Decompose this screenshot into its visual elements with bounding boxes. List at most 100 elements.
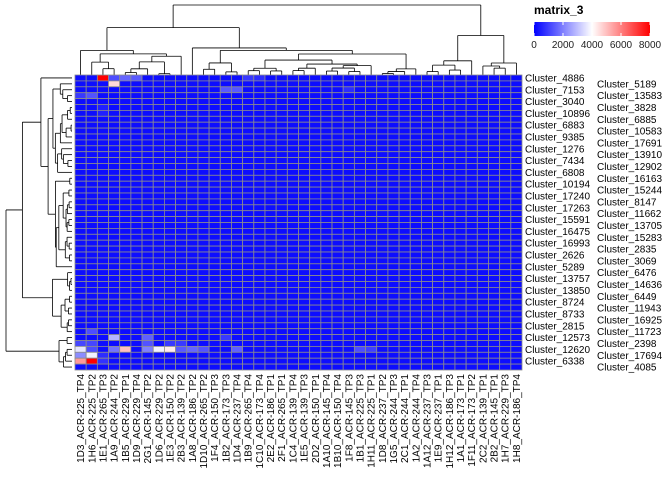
heatmap-cell <box>421 80 433 88</box>
heatmap-cell <box>331 233 344 241</box>
heatmap-cell <box>130 157 143 164</box>
heatmap-cell <box>74 145 87 153</box>
heatmap-cell <box>208 104 221 111</box>
heatmap-cell <box>376 186 389 194</box>
heatmap-cell <box>320 328 333 336</box>
heatmap-cell <box>488 227 501 235</box>
heatmap-cell <box>454 286 467 294</box>
heatmap-cell <box>242 357 255 365</box>
heatmap-cell <box>510 127 523 135</box>
heatmap-cell <box>253 310 266 318</box>
heatmap-cell <box>208 222 221 229</box>
heatmap-cell <box>74 110 87 117</box>
heatmap-cell <box>298 263 311 271</box>
heatmap-cell <box>409 110 422 117</box>
row-label: Cluster_7153 <box>525 85 585 96</box>
heatmap-cell <box>286 168 299 176</box>
heatmap-cell <box>409 210 422 217</box>
heatmap-cell <box>163 257 176 265</box>
heatmap-cell <box>163 222 176 229</box>
heatmap-cell <box>443 121 456 129</box>
heatmap-cell <box>74 263 87 271</box>
heatmap-cell <box>342 121 355 129</box>
heatmap-cell <box>152 251 165 259</box>
heatmap-cell <box>163 239 176 247</box>
heatmap-cell <box>286 204 299 212</box>
heatmap-cell <box>96 227 109 235</box>
heatmap-cell <box>96 180 109 188</box>
heatmap-cell <box>85 281 98 288</box>
heatmap-cell <box>331 322 344 330</box>
heatmap-cell <box>309 334 322 341</box>
heatmap-cell <box>163 251 176 259</box>
heatmap-cell <box>197 334 210 341</box>
heatmap-cell <box>398 345 411 353</box>
heatmap-cell <box>286 115 299 123</box>
heatmap-cell <box>253 281 266 288</box>
heatmap-cell <box>197 316 210 324</box>
heatmap-cell <box>152 316 165 324</box>
heatmap-cell <box>432 157 445 164</box>
heatmap-cell <box>231 157 244 164</box>
heatmap-cell <box>231 216 244 223</box>
heatmap-cell <box>152 286 165 294</box>
row-label: Cluster_7434 <box>525 156 585 167</box>
heatmap-cell <box>499 357 512 365</box>
heatmap-cell <box>163 334 176 341</box>
heatmap-cell <box>488 304 501 312</box>
column-label: 2C1_ACR-244_TP1 <box>400 374 411 463</box>
heatmap-cell <box>108 340 121 347</box>
heatmap-cell <box>130 98 143 105</box>
heatmap-cell <box>499 269 512 277</box>
heatmap-cell <box>454 328 467 336</box>
heatmap-cell <box>298 233 311 241</box>
heatmap-cell <box>320 127 333 135</box>
heatmap-cell <box>275 351 288 359</box>
heatmap-cell <box>476 328 489 336</box>
heatmap-cell <box>197 210 210 217</box>
legend-tick-label: 8000 <box>639 40 662 51</box>
heatmap-cell <box>264 210 277 217</box>
heatmap-cell <box>85 198 98 206</box>
heatmap-cell <box>365 98 378 105</box>
heatmap-cell <box>197 322 210 330</box>
heatmap-cell <box>376 151 389 158</box>
heatmap-cell <box>499 110 512 117</box>
heatmap-cell <box>163 133 176 141</box>
heatmap-cell <box>510 210 523 217</box>
heatmap-cell <box>320 298 333 306</box>
heatmap-cell <box>231 204 244 212</box>
row-label: Cluster_15244 <box>597 186 662 197</box>
heatmap-cell <box>141 80 154 88</box>
heatmap-cell <box>409 298 422 306</box>
heatmap-cell <box>398 92 411 99</box>
heatmap-cell <box>398 121 411 129</box>
heatmap-cell <box>353 357 366 365</box>
heatmap-cell <box>499 174 512 182</box>
heatmap-cell <box>163 216 176 223</box>
heatmap-cell <box>309 345 322 353</box>
row-label: Cluster_16163 <box>597 174 662 185</box>
heatmap-cell <box>253 340 266 347</box>
heatmap-cell <box>208 115 221 123</box>
heatmap-cell <box>85 98 98 105</box>
heatmap-cell <box>409 139 422 147</box>
heatmap-cell <box>264 92 277 99</box>
heatmap-cell <box>119 275 132 282</box>
heatmap-cell <box>499 121 512 129</box>
heatmap-cell <box>465 286 478 294</box>
heatmap-cell <box>465 157 478 164</box>
heatmap-cell <box>231 304 244 312</box>
heatmap-cell <box>488 133 501 141</box>
heatmap-cell <box>152 227 165 235</box>
heatmap-cell <box>96 168 109 176</box>
heatmap-cell <box>175 163 188 170</box>
heatmap-cell <box>275 316 288 324</box>
heatmap-cell <box>309 186 322 194</box>
heatmap-cell <box>264 298 277 306</box>
heatmap-cell <box>510 180 523 188</box>
heatmap-cell <box>119 115 132 123</box>
heatmap-cell <box>175 145 188 153</box>
heatmap-cell <box>85 340 98 347</box>
heatmap-cell <box>286 286 299 294</box>
